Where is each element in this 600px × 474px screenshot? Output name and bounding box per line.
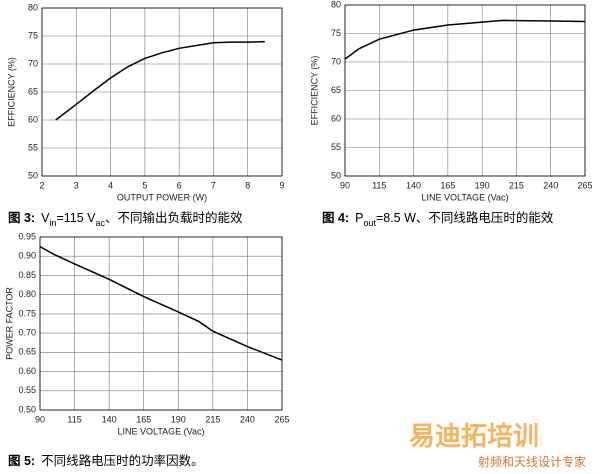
x-tick-label: 240 (543, 180, 558, 190)
x-tick-label: 115 (67, 414, 81, 424)
y-tick-label: 70 (28, 58, 38, 68)
caption-text: 、不同输出负载时的能效 (105, 210, 243, 225)
caption-subscript: ac (96, 218, 106, 228)
y-tick-label: 0.95 (18, 231, 36, 241)
x-axis-label: LINE VOLTAGE (Vac) (117, 426, 204, 436)
data-line (55, 40, 265, 121)
y-tick-label: 0.75 (18, 308, 36, 318)
caption: 图 5: 不同线路电压时的功率因数。 (8, 453, 204, 468)
x-tick-label: 215 (509, 180, 524, 190)
y-tick-label: 0.65 (18, 347, 36, 357)
caption-text: =8.5 W、不同线路电压时的能效 (376, 210, 554, 225)
x-tick-label: 140 (102, 414, 117, 424)
x-tick-label: 190 (171, 414, 186, 424)
x-tick-label: 90 (35, 414, 45, 424)
y-tick-label: 60 (28, 114, 38, 124)
caption-text: P (355, 211, 363, 225)
x-tick-label: 115 (372, 180, 386, 190)
x-tick-label: 265 (577, 180, 592, 190)
x-tick-label: 90 (340, 180, 350, 190)
y-tick-label: 0.70 (18, 327, 36, 337)
plot-frame (41, 7, 283, 177)
x-tick-label: 8 (245, 180, 250, 190)
caption-subscript: in (49, 218, 56, 228)
caption-text: 不同线路电压时的功率因数。 (41, 453, 204, 468)
x-axis-label: LINE VOLTAGE (Vac) (421, 192, 508, 202)
x-tick-label: 7 (211, 180, 216, 190)
watermark-subtitle: 射频和天线设计专家 (478, 454, 586, 469)
data-line (344, 19, 586, 60)
y-tick-label: 65 (331, 85, 341, 95)
x-axis-label: OUTPUT POWER (W) (117, 192, 207, 202)
caption-subscript: out (363, 218, 376, 228)
plot-frame (344, 4, 586, 177)
y-tick-label: 75 (28, 30, 38, 40)
plot-frame (39, 236, 283, 411)
y-tick-label: 0.55 (18, 385, 36, 395)
caption-label: 图 4: (322, 211, 349, 225)
x-tick-label: 265 (274, 414, 289, 424)
y-tick-label: 0.85 (18, 270, 36, 280)
x-tick-label: 190 (475, 180, 490, 190)
x-tick-label: 5 (142, 180, 147, 190)
caption-label: 图 5: (8, 454, 35, 468)
x-tick-label: 215 (205, 414, 220, 424)
y-axis-label: EFFICIENCY (%) (6, 57, 16, 127)
y-axis-label: POWER FACTOR (4, 287, 14, 360)
x-tick-label: 165 (136, 414, 151, 424)
x-tick-label: 140 (406, 180, 421, 190)
y-tick-label: 75 (331, 28, 341, 38)
x-tick-label: 9 (279, 180, 284, 190)
caption-label: 图 3: (8, 211, 35, 225)
data-line (39, 245, 283, 361)
y-tick-label: 0.90 (18, 251, 36, 261)
y-tick-label: 55 (331, 142, 341, 152)
caption: 图 4: Pout=8.5 W、不同线路电压时的能效 (322, 210, 554, 228)
caption-text: =115 V (56, 211, 96, 225)
y-tick-label: 55 (28, 142, 38, 152)
y-tick-label: 0.50 (18, 404, 36, 414)
x-tick-label: 240 (240, 414, 255, 424)
y-tick-label: 80 (331, 0, 341, 9)
x-tick-label: 4 (108, 180, 113, 190)
x-tick-label: 2 (39, 180, 44, 190)
y-tick-label: 50 (331, 170, 341, 180)
caption: 图 3: Vin=115 Vac、不同输出负载时的能效 (8, 210, 243, 228)
caption-text: V (41, 211, 50, 225)
watermark-title: 易迪拓培训 (409, 421, 539, 451)
y-tick-label: 80 (28, 2, 38, 12)
y-tick-label: 0.80 (18, 289, 36, 299)
x-tick-label: 3 (74, 180, 79, 190)
y-tick-label: 50 (28, 170, 38, 180)
y-axis-label: EFFICIENCY (%) (309, 56, 319, 126)
y-tick-label: 65 (28, 86, 38, 96)
x-tick-label: 165 (440, 180, 455, 190)
y-tick-label: 70 (331, 56, 341, 66)
y-tick-label: 0.60 (18, 366, 36, 376)
x-tick-label: 6 (177, 180, 182, 190)
y-tick-label: 60 (331, 113, 341, 123)
